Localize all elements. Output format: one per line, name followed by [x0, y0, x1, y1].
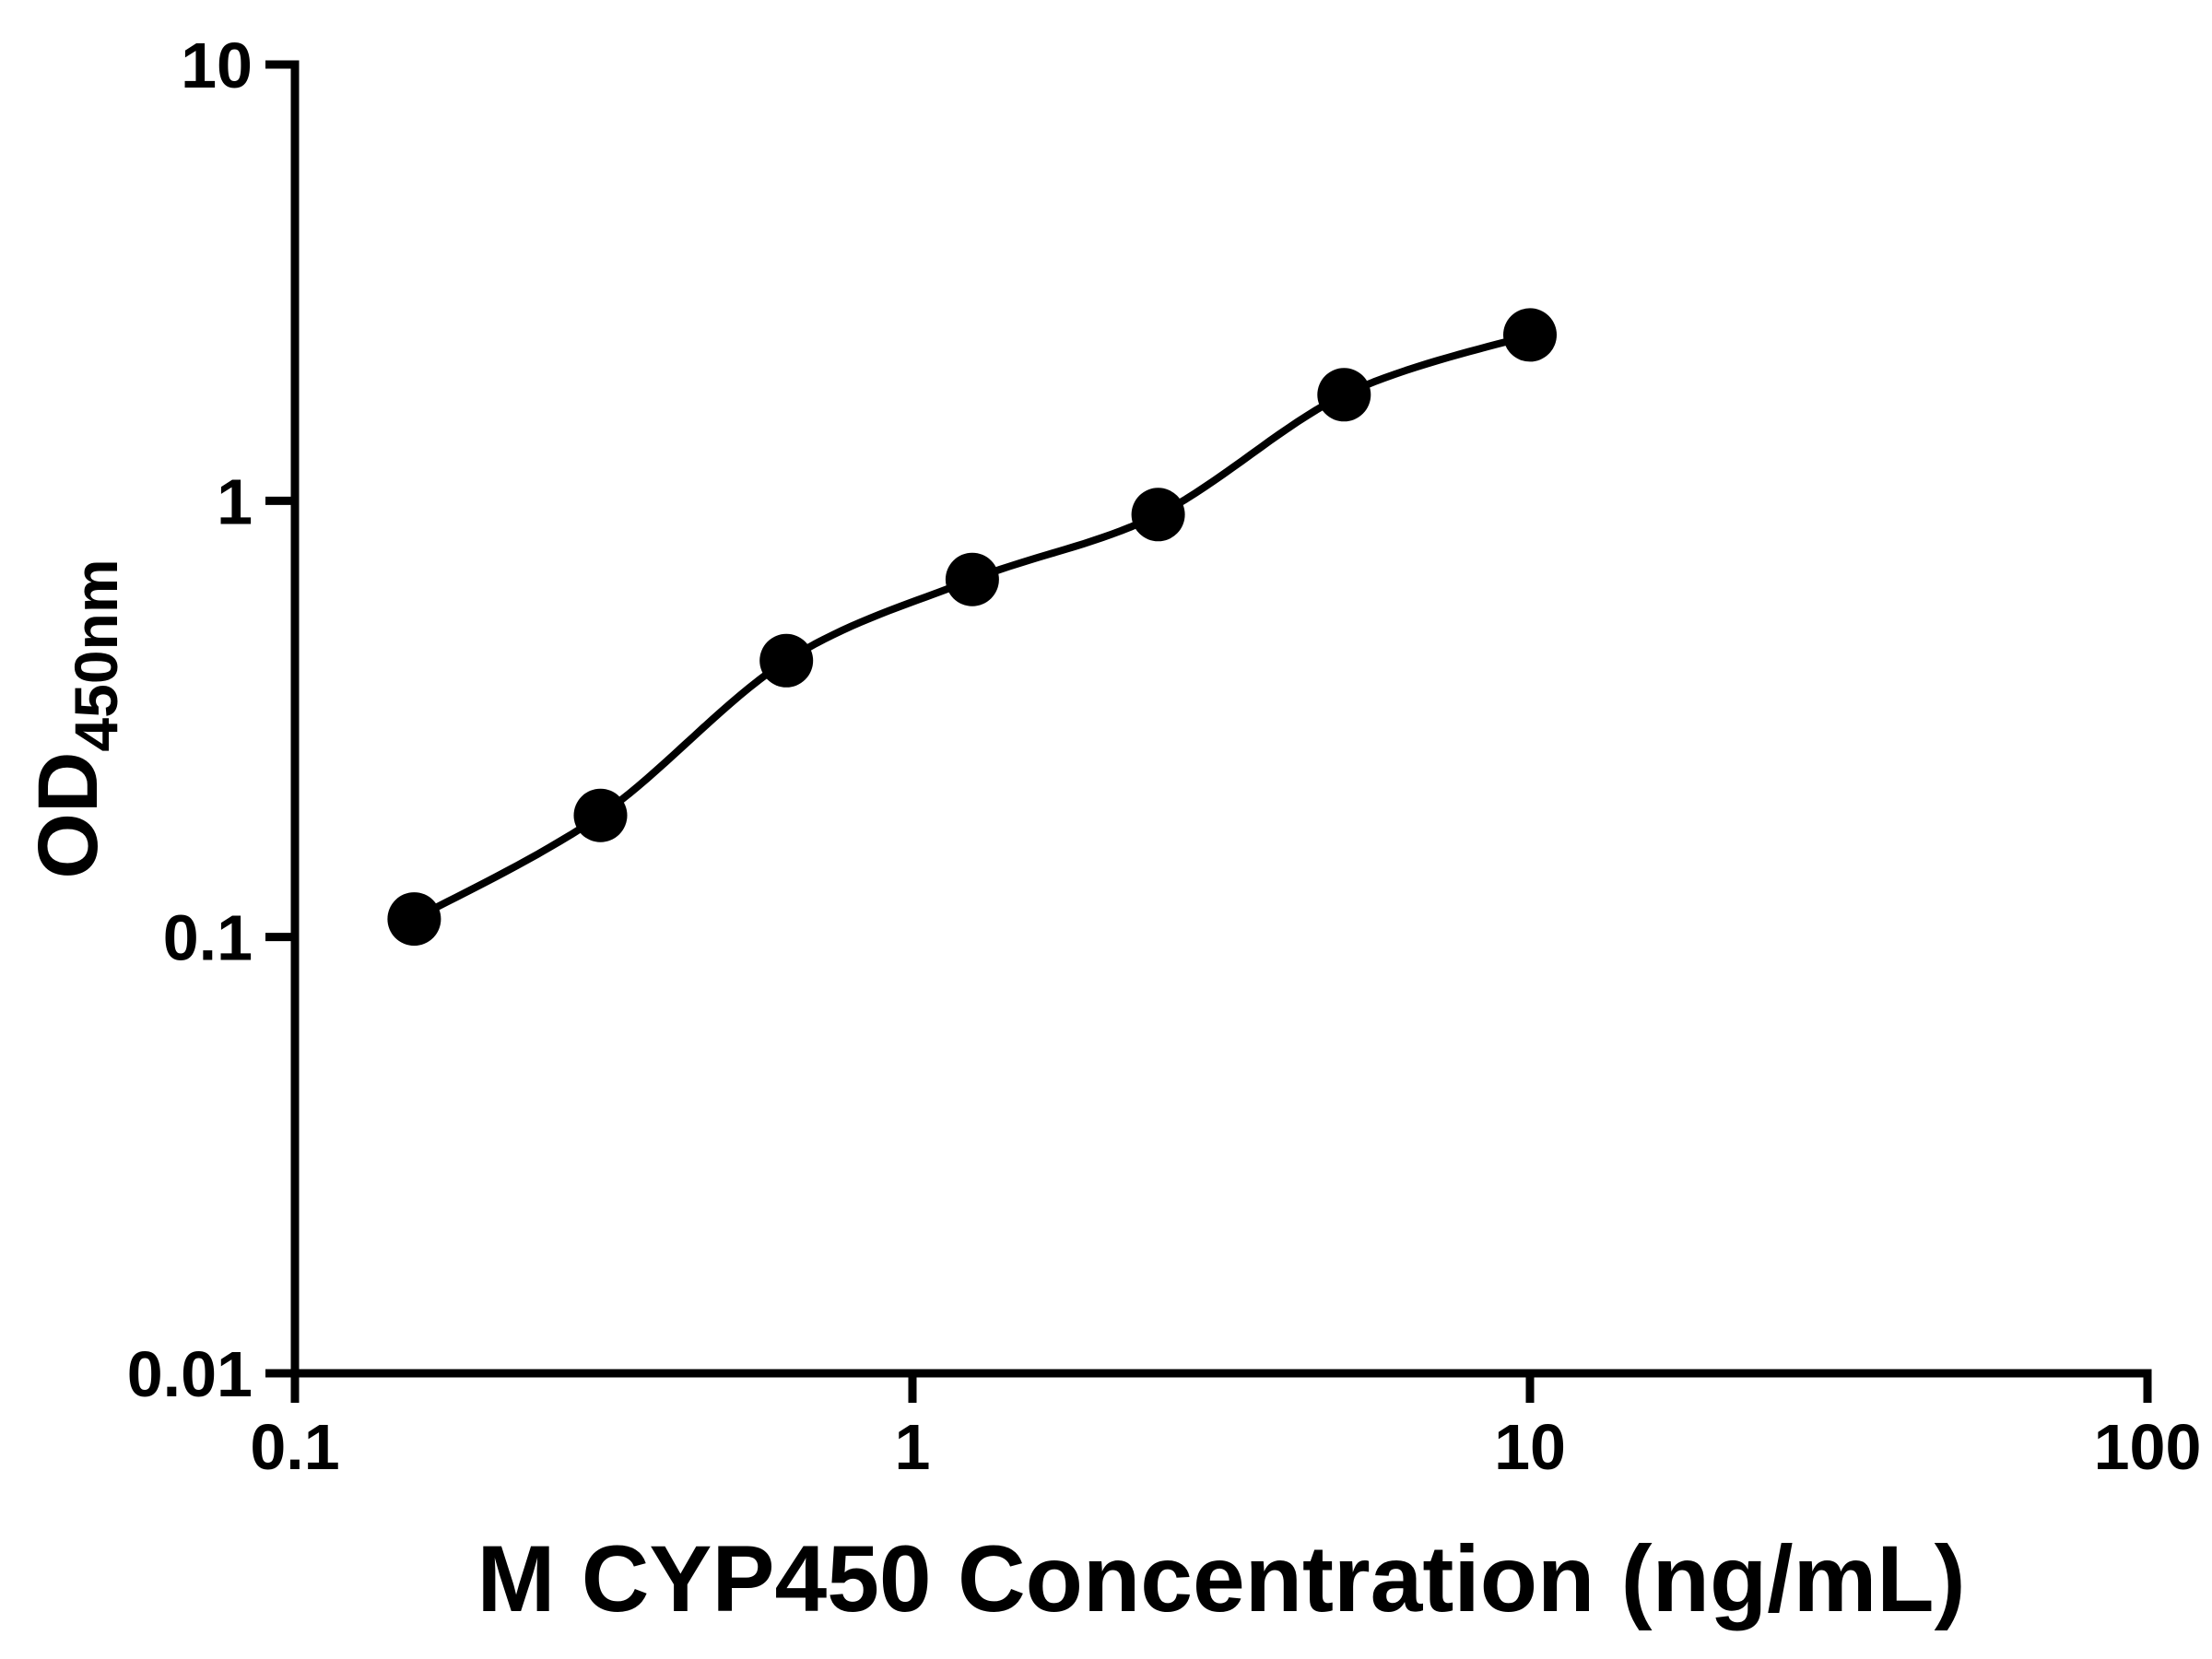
data-point: [1131, 488, 1185, 542]
y-tick-label: 0.01: [127, 1338, 253, 1410]
data-point: [1503, 308, 1557, 362]
x-axis-title: M CYP450 Concentration (ng/mL): [477, 1526, 1965, 1631]
y-tick-label: 1: [217, 465, 253, 537]
y-axis-title-main: OD: [21, 752, 115, 879]
x-tick-label: 10: [1494, 1411, 1566, 1483]
x-tick-label: 1: [895, 1411, 931, 1483]
data-point: [387, 892, 441, 947]
y-axis-title-sub: 450nm: [62, 559, 130, 751]
y-axis-title: OD450nm: [21, 559, 130, 878]
data-point: [573, 788, 628, 842]
y-tick-label: 10: [181, 29, 253, 101]
data-layer: [387, 308, 1557, 947]
y-tick-label: 0.1: [163, 902, 253, 974]
data-point: [759, 633, 814, 688]
data-point: [945, 552, 999, 606]
x-tick-label: 100: [2094, 1411, 2202, 1483]
axis-spine: [290, 60, 2152, 1378]
x-tick-label: 0.1: [250, 1411, 339, 1483]
data-point: [1317, 368, 1371, 422]
